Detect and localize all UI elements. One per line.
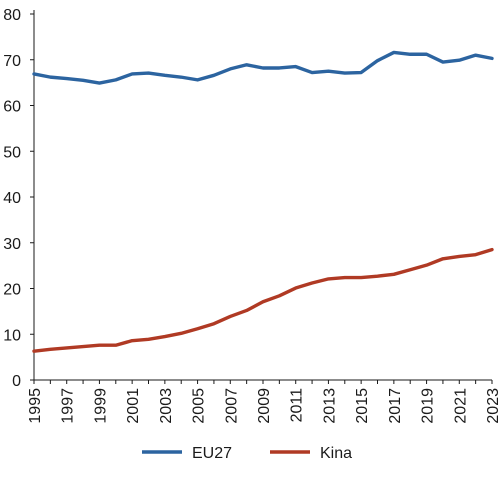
x-tick-label: 2023 — [485, 388, 500, 424]
x-tick-label: 2019 — [420, 388, 437, 424]
x-tick-label: 2005 — [191, 388, 208, 424]
y-tick-label: 50 — [3, 144, 21, 161]
y-tick-label: 60 — [3, 99, 21, 116]
y-axis: 0 10 20 30 40 50 60 70 80 — [3, 7, 35, 390]
y-tick-label: 80 — [3, 7, 21, 24]
series-line-kina — [32, 247, 494, 353]
x-tick-label: 2017 — [387, 388, 404, 424]
series-lines — [32, 50, 494, 353]
x-tick-label: 2009 — [256, 388, 273, 424]
series-line-eu27 — [32, 50, 494, 85]
x-tick-label: 2003 — [158, 388, 175, 424]
legend-label-eu27: EU27 — [192, 445, 232, 462]
x-tick-label: 2007 — [223, 388, 240, 424]
x-tick-label: 2001 — [125, 388, 142, 424]
x-tick-label: 1995 — [27, 388, 44, 424]
x-tick-label: 2021 — [452, 388, 469, 424]
x-tick-label: 1999 — [92, 388, 109, 424]
x-tick-label: 2011 — [289, 388, 306, 423]
y-tick-label: 30 — [3, 236, 21, 253]
y-tick-label: 0 — [12, 373, 21, 390]
y-tick-label: 40 — [3, 190, 21, 207]
legend: EU27 Kina — [142, 445, 352, 462]
x-tick-label: 2013 — [321, 388, 338, 424]
legend-label-kina: Kina — [320, 445, 352, 462]
y-tick-label: 10 — [3, 327, 21, 344]
x-axis: 1995 1997 1999 2001 2003 2005 2007 2009 2011 2013… — [27, 379, 500, 424]
x-tick-label: 1997 — [60, 388, 77, 424]
y-tick-label: 20 — [3, 282, 21, 299]
y-tick-label: 70 — [3, 53, 21, 70]
x-tick-label: 2015 — [354, 388, 371, 424]
